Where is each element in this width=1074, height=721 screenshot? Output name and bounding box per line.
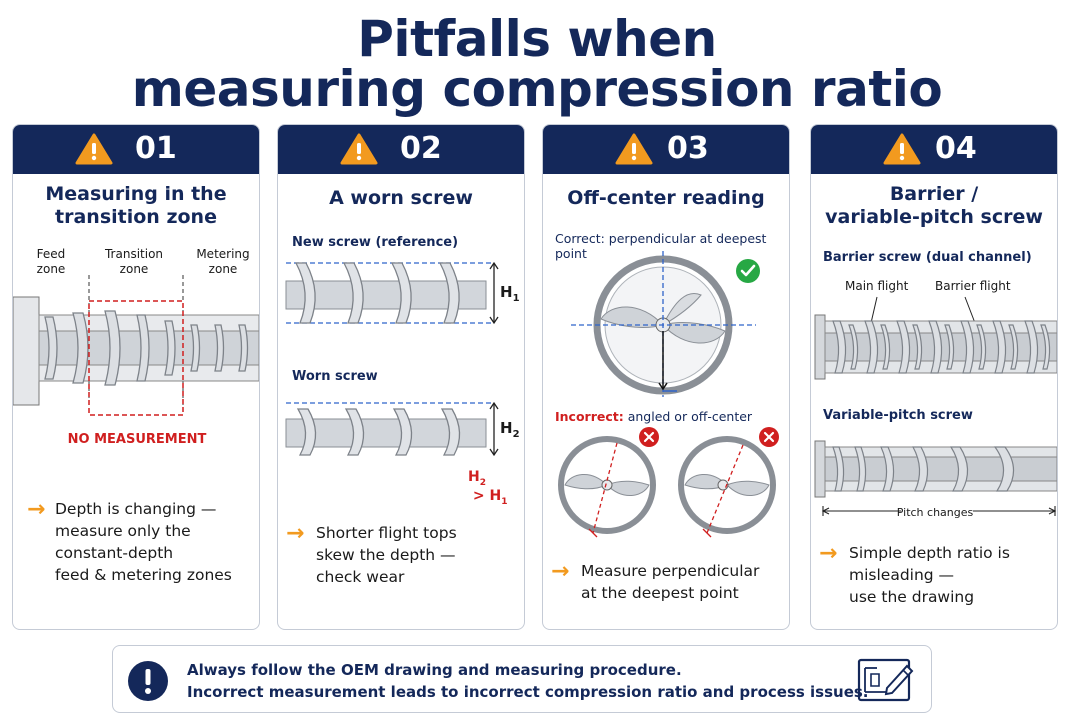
arrow-right-icon: → xyxy=(27,497,46,522)
new-screw-illustration xyxy=(285,261,499,325)
card-title-line1: Measuring in the xyxy=(45,183,227,205)
barrier-screw-illustration xyxy=(814,296,1057,380)
card-barrier-screw: 04 Barrier / variable-pitch screw Barrie… xyxy=(810,124,1058,630)
warning-triangle-icon xyxy=(75,133,113,165)
card-off-center: 03 Off-center reading Correct: perpendic… xyxy=(542,124,790,630)
arrow-right-icon: → xyxy=(551,559,570,584)
check-circle-icon xyxy=(736,259,760,283)
correct-label: Correct: perpendicular at deepest point xyxy=(555,231,767,261)
card-title: Off-center reading xyxy=(567,187,765,209)
card-title: A worn screw xyxy=(329,187,473,209)
card-title-line2: transition zone xyxy=(55,206,217,228)
bullet-text: Shorter flight tops skew the depth — check… xyxy=(316,524,457,586)
h2-greater-h1-label: H2 > H1 xyxy=(468,469,508,507)
footer-line1: Always follow the OEM drawing and measur… xyxy=(187,661,682,679)
x-circle-icon xyxy=(759,427,779,447)
warning-triangle-icon xyxy=(615,133,653,165)
arrow-right-icon: → xyxy=(286,521,305,546)
h1-label: H1 xyxy=(500,283,520,304)
no-measurement-label: NO MEASUREMENT xyxy=(67,432,207,447)
zone-label-transition: Transition zone xyxy=(104,247,164,276)
card-worn-screw: 02 A worn screw New screw (reference) H1… xyxy=(277,124,525,630)
card-transition-zone: 01 Measuring in the transition zone Feed… xyxy=(12,124,260,630)
zone-label-feed: Feed zone xyxy=(36,247,66,276)
page-title-line2: measuring compression ratio xyxy=(131,60,943,118)
page-title-line1: Pitfalls when xyxy=(357,10,717,68)
worn-screw-illustration xyxy=(285,401,499,457)
card-header: 03 xyxy=(543,125,789,174)
card-number: 02 xyxy=(400,131,442,166)
main-flight-label: Main flight xyxy=(845,279,909,293)
h2-label: H2 xyxy=(500,419,520,440)
exclamation-circle-icon xyxy=(128,661,168,701)
correct-cross-section xyxy=(571,251,760,397)
footer-line2: Incorrect measurement leads to incorrect… xyxy=(187,683,869,701)
x-circle-icon xyxy=(639,427,659,447)
warning-triangle-icon xyxy=(883,133,921,165)
card-number: 04 xyxy=(935,131,977,166)
barrier-screw-label: Barrier screw (dual channel) xyxy=(823,250,1032,265)
pitch-changes-label: Pitch changes xyxy=(896,506,974,519)
card-number: 03 xyxy=(667,131,709,166)
card-header: 01 xyxy=(13,125,259,174)
footer-note: Always follow the OEM drawing and measur… xyxy=(112,645,932,713)
variable-pitch-label: Variable-pitch screw xyxy=(823,408,973,423)
card-header: 02 xyxy=(278,125,524,174)
zone-label-metering: Metering zone xyxy=(196,247,250,276)
variable-pitch-illustration xyxy=(814,440,1057,518)
arrow-right-icon: → xyxy=(819,541,838,566)
warning-triangle-icon xyxy=(340,133,378,165)
drawing-pencil-icon xyxy=(857,658,914,702)
new-screw-label: New screw (reference) xyxy=(292,235,459,250)
barrier-flight-label: Barrier flight xyxy=(935,279,1011,293)
screw-zones-illustration xyxy=(13,275,259,416)
incorrect-label: Incorrect: angled or off-center xyxy=(555,409,753,424)
bullet-text: Depth is changing — measure only the const… xyxy=(55,500,232,584)
incorrect-cross-sections xyxy=(558,427,779,538)
card-number: 01 xyxy=(135,131,177,166)
bullet-text: Measure perpendicular at the deepest poin… xyxy=(581,562,760,602)
worn-screw-label: Worn screw xyxy=(292,369,378,384)
bullet-text: Simple depth ratio is misleading — use the… xyxy=(849,544,1010,606)
card-title-line2: variable-pitch screw xyxy=(825,206,1043,228)
card-title-line1: Barrier / xyxy=(889,183,979,205)
card-header: 04 xyxy=(811,125,1057,174)
